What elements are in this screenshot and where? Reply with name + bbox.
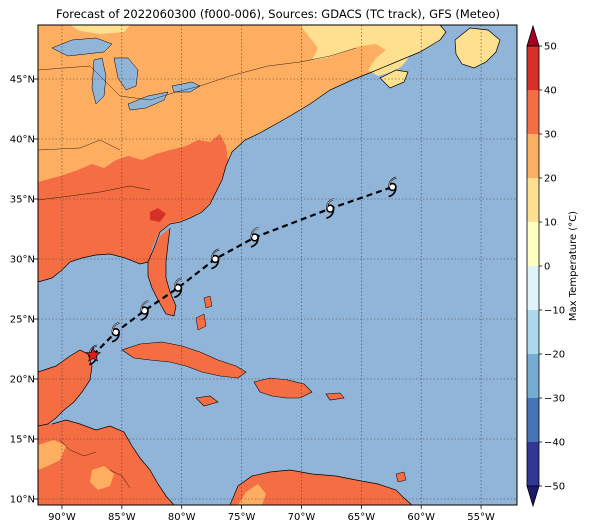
- map-area: [38, 25, 517, 505]
- land-mild-south-america: [238, 484, 266, 505]
- lon-tick-label: 75°W: [228, 512, 256, 523]
- tropical-cyclone-icon: [111, 321, 121, 343]
- lake-erie: [127, 91, 169, 111]
- lat-tick-label: 45°N: [10, 75, 35, 86]
- lat-tick-label: 40°N: [10, 135, 35, 146]
- graticule: [38, 25, 517, 505]
- colorbar-bin: [527, 310, 539, 354]
- colorbar-tick-label: −40: [544, 438, 565, 449]
- land-mild-central-america-2: [90, 466, 114, 490]
- colorbar-tick-label: 20: [544, 174, 557, 185]
- lat-tick-label: 30°N: [10, 255, 35, 266]
- colorbar-tick-label: 0: [544, 262, 550, 273]
- colorbar-tick-label: 50: [544, 42, 557, 53]
- land-puerto-rico: [325, 392, 345, 401]
- land-cool-canada: [300, 25, 446, 76]
- land-hot-spot: [150, 208, 166, 222]
- tropical-cyclone-icon: [210, 248, 220, 270]
- land-warm-us-southeast: [38, 134, 228, 282]
- colorbar-bin: [527, 222, 539, 266]
- land-mexico-yucatan: [38, 350, 92, 426]
- lake-huron: [113, 57, 139, 91]
- lon-tick-label: 85°W: [108, 512, 136, 523]
- colorbar-label: Max Temperature (°C): [568, 211, 579, 321]
- land-mild-central-america: [38, 440, 66, 470]
- colorbar-bin: [527, 398, 539, 442]
- colorbar-extend-low: [526, 485, 540, 508]
- colorbar-bin: [527, 90, 539, 134]
- lon-tick-label: 55°W: [467, 512, 495, 523]
- tropical-cyclone-icon: [250, 227, 259, 248]
- lon-tick-label: 60°W: [407, 512, 435, 523]
- lat-tick-label: 15°N: [10, 435, 35, 446]
- colorbar-tick-label: −50: [544, 482, 565, 493]
- tropical-cyclone-icon: [326, 198, 335, 219]
- land-bahamas-andros: [195, 313, 207, 331]
- lon-tick-label: 65°W: [348, 512, 376, 523]
- map-frame: [37, 24, 518, 506]
- land-jamaica: [195, 395, 219, 407]
- colorbar-bin: [527, 354, 539, 398]
- tropical-cyclone-icon: [85, 344, 102, 366]
- land-hispaniola: [253, 377, 313, 399]
- colorbar-tick-label: −20: [544, 350, 565, 361]
- colorbar: 50 40 30 20 10 0 −10 −20 −30 −40 −50: [526, 24, 565, 508]
- lat-tick-label: 10°N: [10, 495, 35, 506]
- lat-tick-label: 25°N: [10, 315, 35, 326]
- lake-ontario: [171, 81, 201, 93]
- lon-tick-label: 70°W: [288, 512, 316, 523]
- lon-tick-label: 80°W: [168, 512, 196, 523]
- colorbar-tick-label: −10: [544, 306, 565, 317]
- axis-ticks: 90°W 85°W 80°W 75°W 70°W 65°W 60°W 55°W 10°N 15°N…: [10, 75, 495, 524]
- land-newfoundland: [455, 28, 500, 68]
- land-cuba: [121, 341, 247, 379]
- land-cool-patch-nw: [70, 25, 130, 34]
- tropical-cyclone-icon: [173, 277, 183, 299]
- lat-tick-label: 35°N: [10, 195, 35, 206]
- lat-tick-label: 20°N: [10, 375, 35, 386]
- colorbar-bin: [527, 178, 539, 222]
- colorbar-bin: [527, 442, 539, 486]
- cyclone-track-symbols: [85, 176, 397, 366]
- colorbar-bin: [527, 266, 539, 310]
- land-south-america: [230, 470, 412, 505]
- tropical-cyclone-icon: [388, 176, 397, 198]
- lake-superior: [51, 37, 113, 57]
- tropical-cyclone-icon: [140, 300, 149, 321]
- lake-michigan: [91, 57, 107, 105]
- colorbar-tick-label: 40: [544, 86, 557, 97]
- colorbar-bin: [527, 46, 539, 90]
- land-central-america: [38, 420, 174, 505]
- land-bahamas-abaco: [203, 295, 213, 309]
- coastlines: [38, 25, 501, 505]
- cyclone-track-line: [92, 185, 393, 356]
- colorbar-tick-label: 30: [544, 130, 557, 141]
- figure-title: Forecast of 2022060300 (f000-006), Sourc…: [56, 7, 500, 21]
- lon-tick-label: 90°W: [48, 512, 76, 523]
- colorbar-tick-label: −30: [544, 394, 565, 405]
- colorbar-bin: [527, 134, 539, 178]
- land-trinidad: [395, 471, 407, 483]
- colorbar-tick-label: 10: [544, 218, 557, 229]
- red-star-icon: [85, 346, 102, 362]
- colorbar-extend-high: [526, 24, 540, 47]
- borders: [38, 47, 357, 489]
